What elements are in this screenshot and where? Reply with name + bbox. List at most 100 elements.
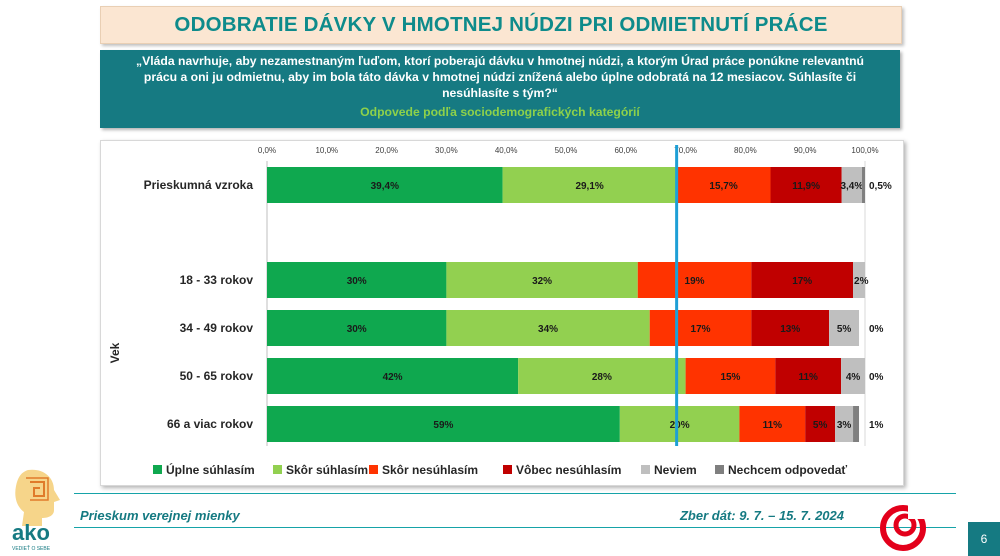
bar-segment (751, 262, 854, 298)
legend-swatch (153, 465, 162, 474)
x-tick-label: 100,0% (851, 146, 878, 155)
data-label: 59% (433, 420, 453, 431)
bar-segment (649, 310, 752, 346)
bar-segment (267, 310, 447, 346)
data-label: 17% (691, 324, 711, 335)
legend-label: Nechcem odpovedať (728, 463, 847, 477)
data-label: 5% (837, 324, 852, 335)
category-label: 50 - 65 rokov (180, 369, 254, 383)
x-tick-label: 20,0% (375, 146, 398, 155)
footer-divider-top (74, 493, 956, 494)
footer-date-label: Zber dát: 9. 7. – 15. 7. 2024 (679, 508, 844, 523)
legend-label: Skôr súhlasím (286, 463, 368, 477)
bar-segment (267, 358, 519, 394)
bar-segment (805, 406, 836, 442)
broadcaster-logo (880, 505, 926, 551)
data-label: 19% (685, 276, 705, 287)
data-label: 3,4% (840, 181, 863, 192)
bar-segment (685, 358, 776, 394)
data-label: 30% (347, 276, 367, 287)
legend-label: Neviem (654, 463, 697, 477)
data-label: 0,5% (869, 181, 892, 192)
bar-segment (853, 406, 860, 442)
data-label: 3% (837, 420, 852, 431)
bar-segment (502, 167, 677, 203)
x-tick-label: 60,0% (614, 146, 637, 155)
data-label: 20% (670, 420, 690, 431)
bar-segment (446, 310, 650, 346)
bar-segment (739, 406, 806, 442)
x-tick-label: 40,0% (495, 146, 518, 155)
data-label: 17% (792, 276, 812, 287)
bar-segment (770, 167, 842, 203)
bar-segment (829, 310, 860, 346)
data-label: 11% (798, 372, 818, 383)
bar-segment (267, 262, 447, 298)
stacked-bar-chart: 0,0% 10,0% 20,0% 30,0% 40,0% 50,0% 60,0% 70,0% 8… (108, 145, 892, 477)
data-label: 4% (846, 372, 861, 383)
data-label: 2% (854, 276, 869, 287)
bar-segment (835, 406, 854, 442)
bar-segment (751, 310, 830, 346)
x-tick-label: 70,0% (674, 146, 697, 155)
bar-segment (518, 358, 686, 394)
data-label: 42% (383, 372, 403, 383)
legend-swatch (503, 465, 512, 474)
data-label: 5% (813, 420, 828, 431)
data-label: 30% (347, 324, 367, 335)
legend-swatch (641, 465, 650, 474)
data-label: 34% (538, 324, 558, 335)
bar-segment (446, 262, 638, 298)
x-tick-label: 80,0% (734, 146, 757, 155)
x-tick-label: 50,0% (555, 146, 578, 155)
category-label: 66 a viac rokov (167, 417, 253, 431)
data-label: 15% (720, 372, 740, 383)
x-tick-label: 90,0% (794, 146, 817, 155)
bar-segment (637, 262, 752, 298)
bar-segment (619, 406, 740, 442)
data-label: 0% (869, 324, 884, 335)
title-banner: ODOBRATIE DÁVKY V HMOTNEJ NÚDZI PRI ODMI… (100, 6, 902, 44)
ako-logo-tagline: VEDIEŤ O SEBE (12, 544, 51, 552)
chart-panel: 0,0% 10,0% 20,0% 30,0% 40,0% 50,0% 60,0% 70,0% 8… (100, 140, 904, 486)
bar-segment (853, 262, 865, 298)
x-tick-label: 10,0% (315, 146, 338, 155)
legend-label: Skôr nesúhlasím (382, 463, 478, 477)
ako-logo: ako VEDIEŤ O SEBE (12, 469, 60, 552)
question-text: „Vláda navrhuje, aby nezamestnaným ľuďom… (136, 54, 864, 100)
question-subtitle: Odpovede podľa sociodemografických kateg… (360, 105, 640, 119)
question-box: „Vláda navrhuje, aby nezamestnaným ľuďom… (100, 50, 900, 128)
legend-swatch (273, 465, 282, 474)
bar-segment (267, 406, 620, 442)
bar-segment (267, 167, 503, 203)
category-label: 34 - 49 rokov (180, 321, 254, 335)
category-label: 18 - 33 rokov (180, 273, 254, 287)
footer-survey-label: Prieskum verejnej mienky (80, 508, 240, 523)
data-label: 1% (869, 420, 884, 431)
data-label: 32% (532, 276, 552, 287)
footer-divider-bottom (74, 527, 956, 528)
data-label: 28% (592, 372, 612, 383)
data-label: 11% (763, 420, 783, 431)
data-label: 13% (780, 324, 800, 335)
group-label-vek: Vek (108, 342, 122, 363)
legend-swatch (715, 465, 724, 474)
category-label: Prieskumná vzroka (144, 178, 254, 192)
bar-segment (775, 358, 842, 394)
page-number: 6 (968, 522, 1000, 556)
bar-segment (676, 167, 771, 203)
data-label: 29,1% (575, 181, 603, 192)
data-label: 15,7% (709, 181, 737, 192)
data-label: 39,4% (371, 181, 399, 192)
legend-label: Vôbec nesúhlasím (516, 463, 621, 477)
data-label: 11,9% (792, 181, 820, 192)
bar-segment (841, 358, 865, 394)
ako-logo-text: ako (12, 520, 50, 545)
page-title: ODOBRATIE DÁVKY V HMOTNEJ NÚDZI PRI ODMI… (174, 13, 828, 36)
x-tick-label: 30,0% (435, 146, 458, 155)
legend-label: Úplne súhlasím (166, 462, 255, 477)
bar-segment (862, 167, 865, 203)
legend-swatch (369, 465, 378, 474)
x-tick-label: 0,0% (258, 146, 276, 155)
bar-segment (841, 167, 863, 203)
